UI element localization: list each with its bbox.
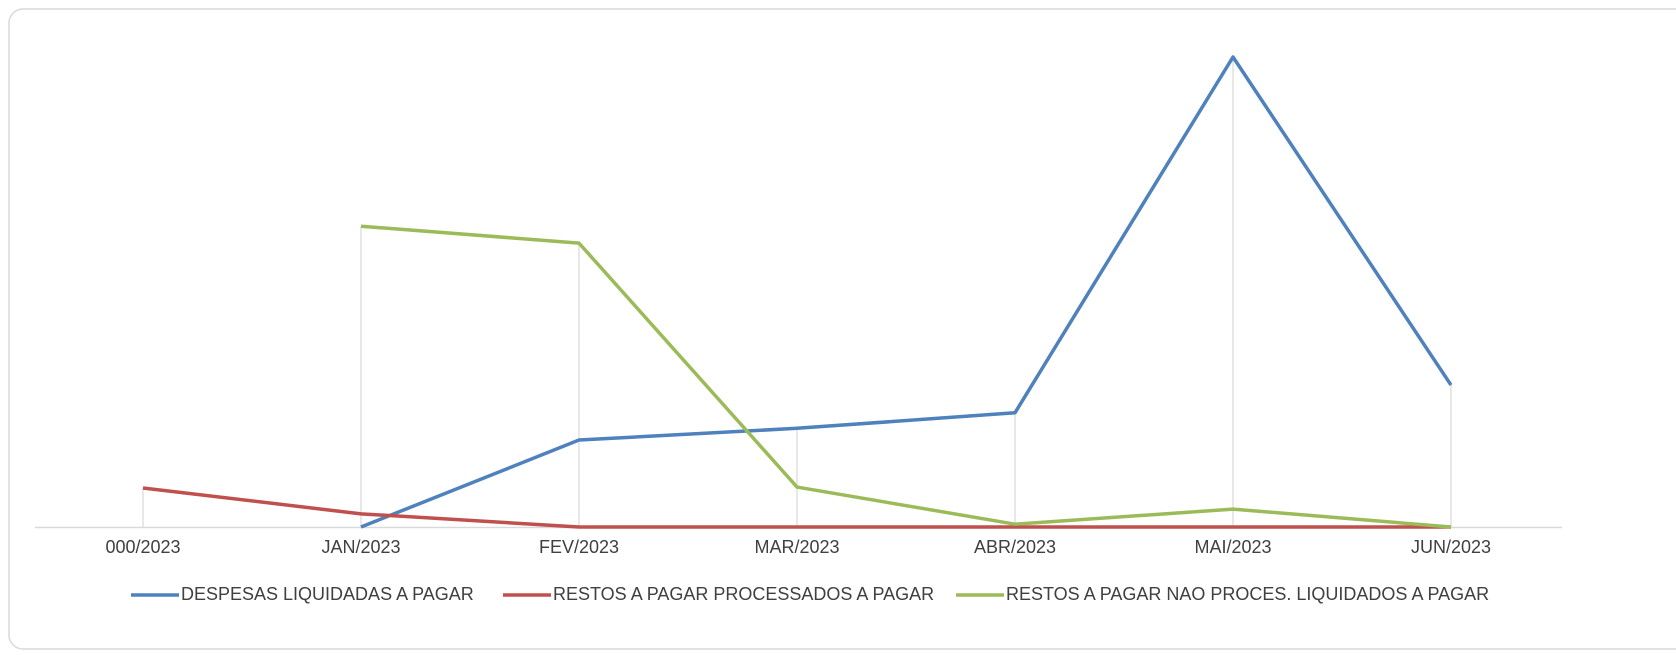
legend-label: DESPESAS LIQUIDADAS A PAGAR xyxy=(181,584,474,604)
legend-label: RESTOS A PAGAR NAO PROCES. LIQUIDADOS A … xyxy=(1006,584,1489,604)
legend-label: RESTOS A PAGAR PROCESSADOS A PAGAR xyxy=(553,584,934,604)
x-tick-label: FEV/2023 xyxy=(539,537,619,557)
series-line xyxy=(360,224,1452,529)
x-tick-label: MAR/2023 xyxy=(754,537,839,557)
series-line xyxy=(142,486,1451,529)
x-tick-label: MAI/2023 xyxy=(1194,537,1271,557)
x-tick-label: JUN/2023 xyxy=(1411,537,1491,557)
x-tick-label: JAN/2023 xyxy=(321,537,400,557)
chart-frame xyxy=(8,8,1676,650)
x-tick-label: 000/2023 xyxy=(105,537,180,557)
series-line xyxy=(360,55,1453,529)
x-tick-label: ABR/2023 xyxy=(974,537,1056,557)
